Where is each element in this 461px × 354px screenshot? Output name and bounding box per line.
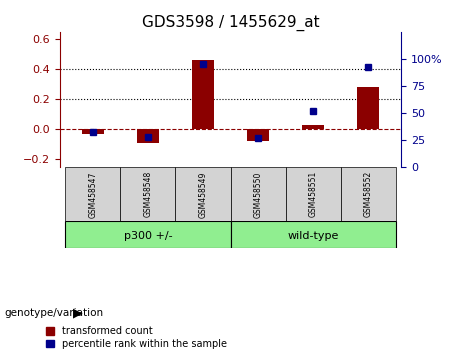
Bar — [230, 167, 285, 221]
Bar — [285, 167, 341, 221]
Bar — [230, 221, 396, 248]
Bar — [176, 167, 230, 221]
Text: wild-type: wild-type — [287, 231, 339, 241]
Bar — [82, 129, 104, 134]
Bar — [247, 129, 269, 141]
Text: GSM458548: GSM458548 — [143, 171, 153, 217]
Text: GSM458550: GSM458550 — [254, 171, 262, 217]
Text: ▶: ▶ — [73, 307, 83, 320]
Title: GDS3598 / 1455629_at: GDS3598 / 1455629_at — [142, 14, 319, 30]
Bar — [302, 125, 324, 129]
Bar — [65, 167, 120, 221]
Text: GSM458551: GSM458551 — [308, 171, 318, 217]
Bar — [65, 221, 230, 248]
Text: genotype/variation: genotype/variation — [5, 308, 104, 318]
Text: GSM458549: GSM458549 — [199, 171, 207, 217]
Bar — [120, 167, 176, 221]
Bar — [341, 167, 396, 221]
Legend: transformed count, percentile rank within the sample: transformed count, percentile rank withi… — [47, 326, 227, 349]
Bar — [137, 129, 159, 143]
Bar — [192, 60, 214, 129]
Text: GSM458552: GSM458552 — [364, 171, 372, 217]
Bar — [357, 87, 379, 129]
Text: p300 +/-: p300 +/- — [124, 231, 172, 241]
Text: GSM458547: GSM458547 — [89, 171, 97, 217]
